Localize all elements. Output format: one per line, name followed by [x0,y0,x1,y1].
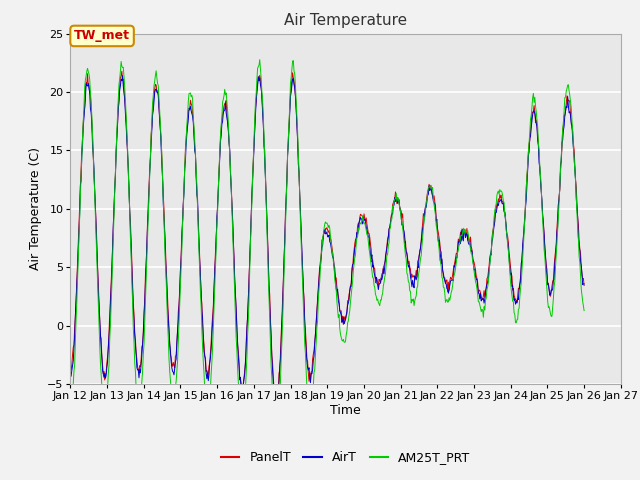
PanelT [273,396,280,402]
AirT [406,267,413,273]
Text: TW_met: TW_met [74,29,130,42]
AirT [271,406,279,412]
AirT [182,157,189,163]
AirT [76,211,84,216]
AirT [580,281,588,287]
AirT [391,194,399,200]
X-axis label: Time: Time [330,404,361,417]
AM25T_PRT [273,433,281,439]
PanelT [406,264,413,270]
PanelT [129,300,137,306]
PanelT [209,313,216,319]
PanelT [76,204,84,210]
AM25T_PRT [580,308,588,313]
PanelT [580,283,588,288]
AM25T_PRT [181,165,189,170]
AirT [209,321,216,326]
AirT [129,306,137,312]
AM25T_PRT [391,197,399,203]
AM25T_PRT [67,404,74,410]
Y-axis label: Air Temperature (C): Air Temperature (C) [29,147,42,270]
AM25T_PRT [256,57,264,62]
PanelT [182,145,189,151]
Line: PanelT: PanelT [70,71,584,399]
AM25T_PRT [406,288,413,294]
PanelT [118,68,125,74]
Title: Air Temperature: Air Temperature [284,13,407,28]
Line: AM25T_PRT: AM25T_PRT [70,60,584,436]
AirT [67,374,74,380]
AM25T_PRT [208,360,216,365]
AM25T_PRT [129,298,136,303]
Legend: PanelT, AirT, AM25T_PRT: PanelT, AirT, AM25T_PRT [216,446,476,469]
Line: AirT: AirT [70,76,584,409]
PanelT [391,195,399,201]
AM25T_PRT [76,212,84,217]
AirT [118,73,126,79]
PanelT [67,364,74,370]
